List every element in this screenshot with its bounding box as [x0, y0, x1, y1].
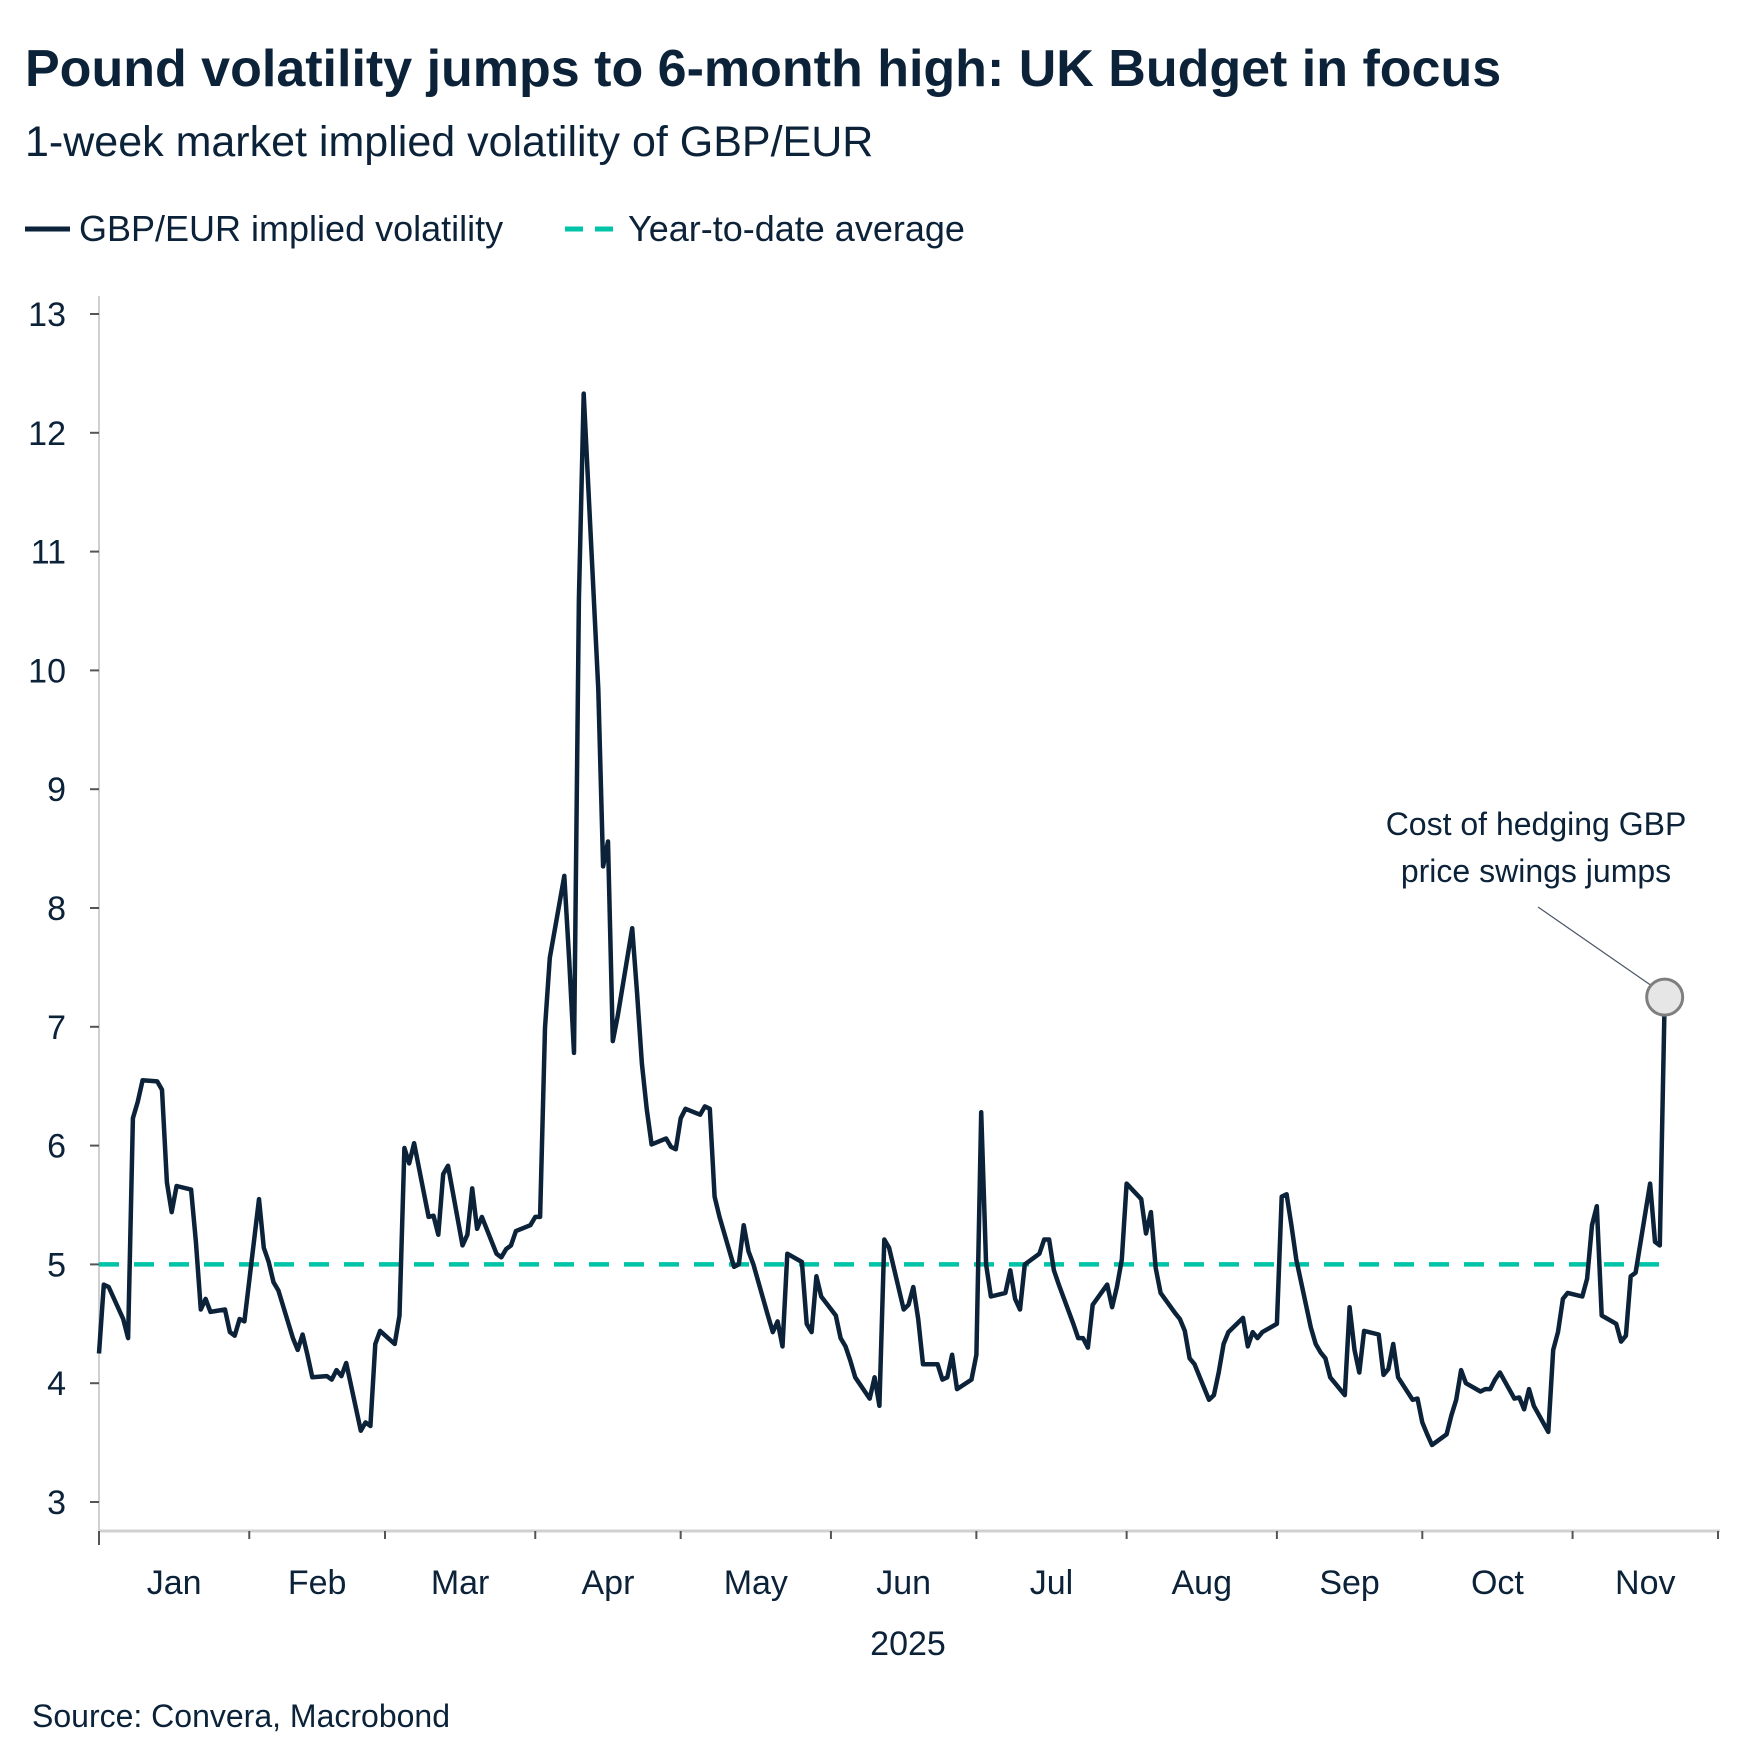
annotation-marker — [1645, 977, 1685, 1017]
x-tick-label: May — [724, 1564, 788, 1602]
x-tick-label: Mar — [431, 1564, 490, 1602]
y-tick-label: 6 — [47, 1128, 66, 1166]
y-tick-label: 12 — [28, 415, 66, 453]
y-tick-label: 3 — [47, 1484, 66, 1522]
y-tick-label: 13 — [28, 296, 66, 334]
x-tick-label: Jul — [1030, 1564, 1073, 1602]
y-tick-label: 4 — [47, 1365, 66, 1403]
y-tick-label: 10 — [28, 652, 66, 690]
chart-title: Pound volatility jumps to 6-month high: … — [25, 40, 1501, 98]
series-line-implied-volatility — [96, 391, 1667, 1448]
x-tick-label: Jan — [147, 1564, 202, 1602]
y-tick-label: 5 — [47, 1246, 66, 1284]
x-tick-label: Jun — [876, 1564, 931, 1602]
annotation-line-2: price swings jumps — [1401, 853, 1671, 889]
y-tick-label: 8 — [47, 890, 66, 928]
x-axis: Jan Feb Mar Apr May Jun Jul Aug Sep Oct Nov — [98, 1529, 1720, 1602]
legend-label-ytd-average: Year-to-date average — [628, 208, 965, 249]
plot-area — [96, 391, 1685, 1448]
annotation: Cost of hedging GBP price swings jumps — [1386, 806, 1687, 889]
y-axis: 3 4 5 6 7 8 9 10 11 12 13 — [28, 296, 100, 1531]
y-tick-label: 9 — [47, 771, 66, 809]
chart-subtitle: 1-week market implied volatility of GBP/… — [25, 118, 873, 166]
x-tick-label: Feb — [288, 1564, 347, 1602]
x-axis-label: 2025 — [870, 1625, 946, 1663]
source-note: Source: Convera, Macrobond — [32, 1698, 450, 1734]
x-tick-label: Sep — [1319, 1564, 1380, 1602]
x-tick-label: Apr — [582, 1564, 635, 1602]
y-tick-label: 11 — [31, 534, 66, 572]
x-tick-label: Aug — [1172, 1564, 1233, 1602]
annotation-connector — [1537, 906, 1652, 986]
legend: GBP/EUR implied volatility Year-to-date … — [25, 208, 965, 249]
x-tick-label: Nov — [1615, 1564, 1675, 1602]
x-tick-label: Oct — [1471, 1564, 1524, 1602]
y-tick-label: 7 — [47, 1009, 66, 1047]
annotation-line-1: Cost of hedging GBP — [1386, 806, 1687, 842]
legend-label-implied-volatility: GBP/EUR implied volatility — [79, 208, 503, 249]
